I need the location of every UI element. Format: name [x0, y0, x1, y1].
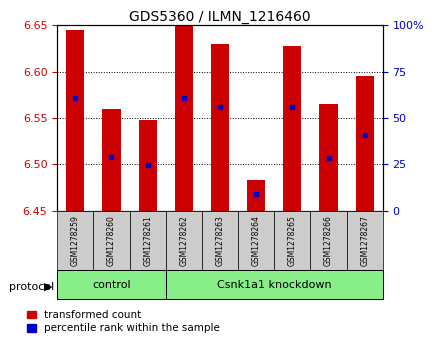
Bar	[166, 211, 202, 270]
Bar	[319, 104, 337, 211]
Bar	[202, 211, 238, 270]
Bar	[274, 211, 311, 270]
Bar	[103, 109, 121, 211]
Bar	[356, 76, 374, 211]
Text: control: control	[92, 280, 131, 290]
Bar	[57, 270, 166, 299]
Text: GSM1278265: GSM1278265	[288, 215, 297, 266]
Text: Csnk1a1 knockdown: Csnk1a1 knockdown	[217, 280, 332, 290]
Text: GSM1278263: GSM1278263	[216, 215, 224, 266]
Text: GSM1278259: GSM1278259	[71, 215, 80, 266]
Text: protocol: protocol	[9, 282, 54, 292]
Text: GSM1278267: GSM1278267	[360, 215, 369, 266]
Bar	[247, 180, 265, 211]
Bar	[211, 44, 229, 211]
Bar	[129, 211, 166, 270]
Bar	[93, 211, 129, 270]
Bar	[139, 120, 157, 211]
Text: GSM1278264: GSM1278264	[252, 215, 260, 266]
Bar	[175, 25, 193, 211]
Text: GSM1278260: GSM1278260	[107, 215, 116, 266]
Text: ▶: ▶	[44, 282, 52, 292]
Text: GSM1278266: GSM1278266	[324, 215, 333, 266]
Bar	[347, 211, 383, 270]
Bar	[166, 270, 383, 299]
Text: GSM1278262: GSM1278262	[180, 215, 188, 266]
Title: GDS5360 / ILMN_1216460: GDS5360 / ILMN_1216460	[129, 11, 311, 24]
Text: GSM1278261: GSM1278261	[143, 215, 152, 266]
Bar	[238, 211, 274, 270]
Bar	[311, 211, 347, 270]
Bar	[283, 46, 301, 211]
Legend: transformed count, percentile rank within the sample: transformed count, percentile rank withi…	[27, 310, 220, 333]
Bar	[57, 211, 93, 270]
Bar	[66, 30, 84, 211]
